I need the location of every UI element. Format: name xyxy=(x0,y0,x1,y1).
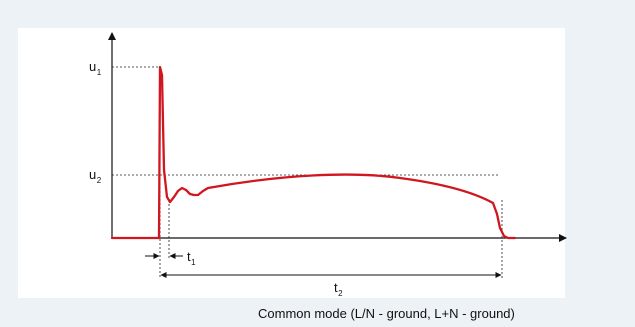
waveform-curve xyxy=(110,65,517,240)
diagram-panel xyxy=(18,28,565,298)
u1-label: u1 xyxy=(89,59,102,77)
caption-text: Common mode (L/N - ground, L+N - ground) xyxy=(258,306,515,321)
u2-label: u2 xyxy=(89,167,102,185)
t1-label: t1 xyxy=(187,249,196,267)
t2-label: t2 xyxy=(334,280,343,298)
